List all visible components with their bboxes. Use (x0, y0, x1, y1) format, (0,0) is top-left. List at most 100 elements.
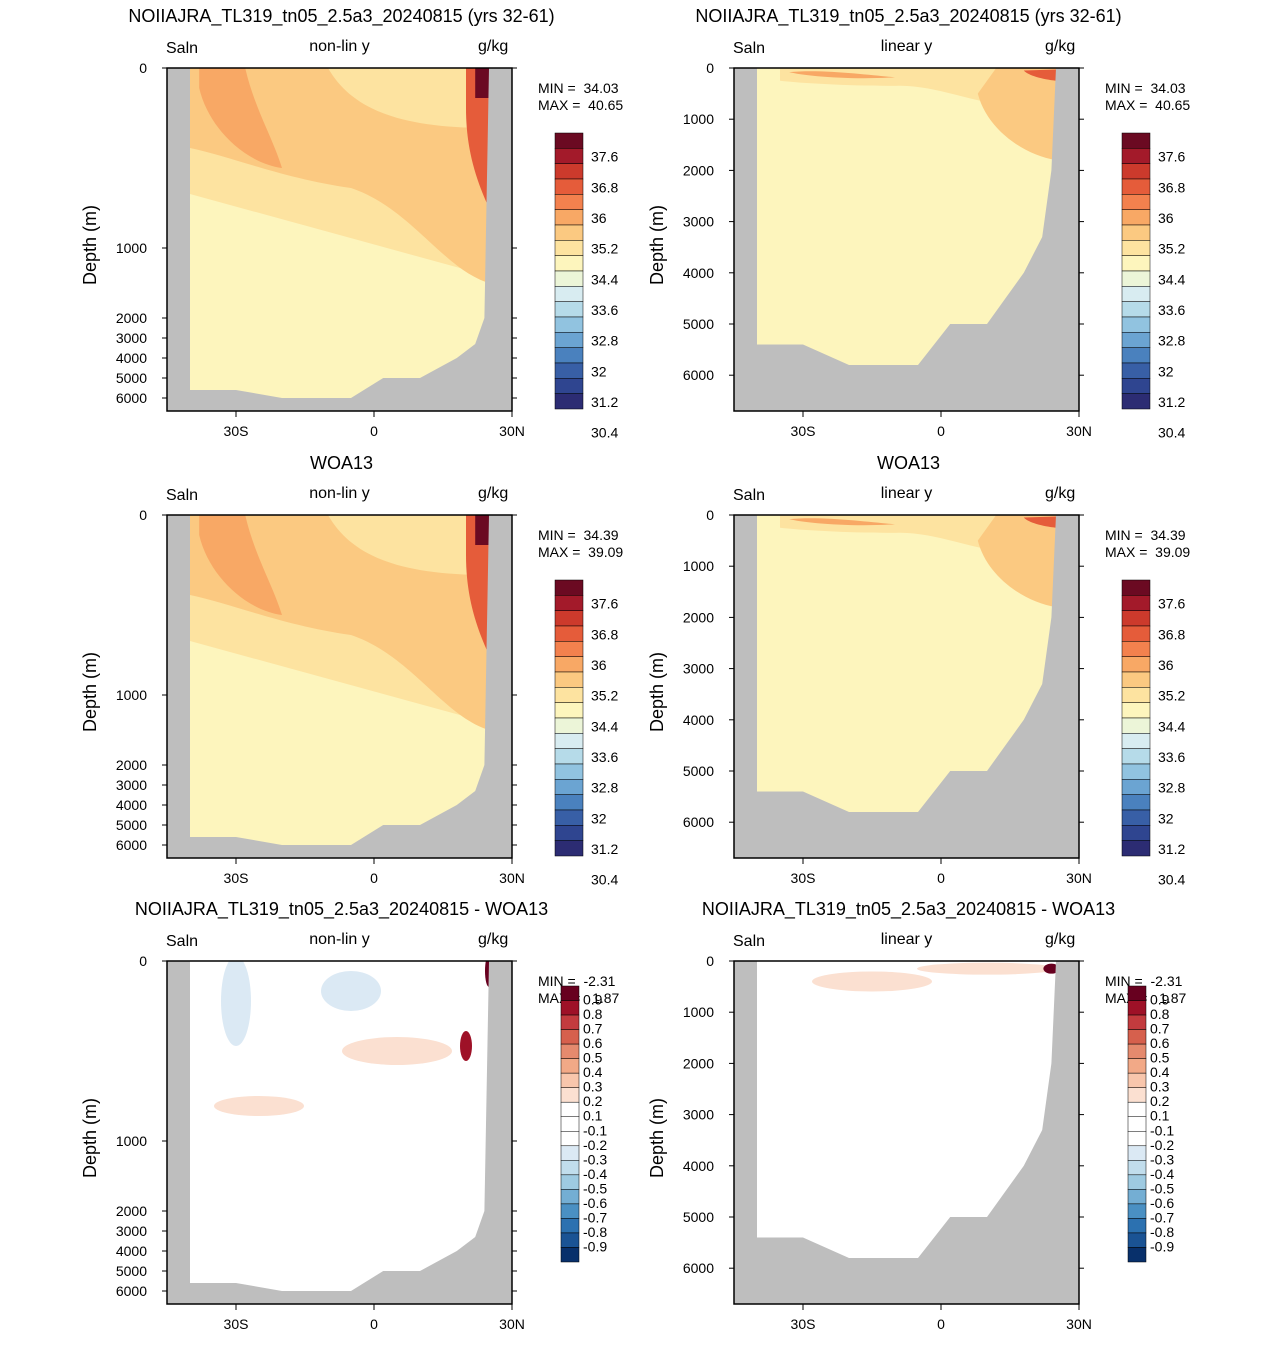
chart-svg: 0 1000 2000 3000 4000 5000 6000 30S 0 30N 37.6 36.8… (116, 507, 619, 888)
chart-panel-3: WOA13 Saln non-lin y g/kg Depth (m) MIN = 34.… (0, 447, 640, 892)
x-tick-label: 0 (370, 870, 378, 886)
field (734, 515, 1079, 858)
x-tick-label: 30S (224, 423, 249, 439)
colorbar-label: 32 (591, 363, 607, 379)
x-tick-label: 30S (224, 1316, 249, 1332)
colorbar-label: 37.6 (1158, 149, 1185, 165)
colorbar-label: 37.6 (591, 149, 618, 165)
y-tick-label: 4000 (683, 1158, 714, 1174)
colorbar-box (1121, 362, 1151, 379)
y-tick-label: 5000 (683, 1209, 714, 1225)
contour-band-1 (190, 515, 489, 730)
contour-band-2 (789, 518, 895, 526)
units-label: g/kg (1045, 485, 1076, 502)
y-tick-label: 1000 (116, 1133, 147, 1149)
colorbar-box (1121, 809, 1151, 826)
plot-area: 0 1000 2000 3000 4000 5000 6000 30S 0 30N (683, 60, 1092, 439)
y-tick-label: 5000 (683, 763, 714, 779)
y-tick-label: 0 (706, 507, 714, 523)
y-tick-label: 0 (706, 60, 714, 76)
x-tick-label: 30S (791, 870, 816, 886)
contour-band-1 (977, 68, 1056, 161)
chart-title: NOIIAJRA_TL319_tn05_2.5a3_20240815 - WOA… (134, 899, 549, 919)
colorbar-label: 35.2 (1158, 688, 1185, 704)
colorbar-label: 36.8 (591, 179, 618, 195)
colorbar-label: -0.4 (583, 1166, 607, 1182)
colorbar-label: 30.4 (1158, 425, 1185, 441)
colorbar-box (1121, 794, 1151, 811)
colorbar-label: 31.2 (1158, 394, 1185, 410)
x-tick-label: 30N (499, 870, 525, 886)
y-tick-label: 3000 (683, 1107, 714, 1123)
colorbar-box (1127, 985, 1147, 1001)
contour-band-2 (199, 515, 282, 615)
land-mask (167, 961, 512, 1304)
colorbar-box (1121, 163, 1151, 180)
colorbar-label: 0.1 (1150, 1108, 1170, 1124)
colorbar-box (1121, 378, 1151, 394)
colorbar-label: -0.8 (1150, 1224, 1174, 1240)
y-tick-label: 1000 (116, 687, 147, 703)
colorbar-box (554, 393, 584, 410)
saln-label: Saln (166, 40, 199, 57)
colorbar-box (1121, 316, 1151, 333)
colorbar-label: 0.5 (583, 1050, 603, 1066)
x-tick-label: 30N (1066, 1316, 1092, 1332)
colorbar-label: 36.8 (1158, 626, 1185, 642)
colorbar-box (1121, 625, 1151, 642)
min-value: MIN = 34.03 (538, 80, 619, 96)
colorbar-box (1127, 1058, 1147, 1074)
colorbar-box (1121, 255, 1151, 272)
x-tick-label: 30N (499, 1316, 525, 1332)
chart-panel-6: NOIIAJRA_TL319_tn05_2.5a3_20240815 - WOA… (567, 893, 1207, 1338)
plot-frame (166, 67, 513, 412)
colorbar-label: 36.8 (591, 626, 618, 642)
colorbar-label: 33.6 (591, 749, 618, 765)
chart-title: NOIIAJRA_TL319_tn05_2.5a3_20240815 (yrs … (695, 6, 1122, 26)
plot-type-label: non-lin y (309, 38, 370, 55)
colorbar-box (1127, 1247, 1147, 1263)
colorbar-box (1121, 194, 1151, 210)
colorbar-label: -0.6 (1150, 1195, 1174, 1211)
colorbar-label: 34.4 (1158, 271, 1185, 287)
colorbar-label: 0.7 (583, 1021, 603, 1037)
y-tick-label: 2000 (683, 609, 714, 625)
colorbar-label: -0.6 (583, 1195, 607, 1211)
colorbar-label: 0.9 (583, 992, 603, 1008)
colorbar-label: 34.4 (591, 271, 618, 287)
colorbar-box (1127, 1101, 1147, 1117)
colorbar-label: 0.1 (583, 1108, 603, 1124)
contour-band-3 (1023, 69, 1056, 81)
colorbar: 37.6 36.8 36 35.2 34.4 33.6 32.8 32 31.2 30.4 (554, 579, 618, 888)
colorbar-label: 0.3 (1150, 1079, 1170, 1095)
colorbar-label: 36 (1158, 210, 1174, 226)
colorbar-label: 32 (591, 810, 607, 826)
colorbar-label: 32 (1158, 363, 1174, 379)
colorbar-label: 32.8 (1158, 333, 1185, 349)
plot-area: 0 1000 2000 3000 4000 5000 6000 30S 0 30N (116, 953, 525, 1332)
chart-title: NOIIAJRA_TL319_tn05_2.5a3_20240815 (yrs … (128, 6, 555, 26)
y-tick-label: 1000 (683, 558, 714, 574)
chart-svg: 0 1000 2000 3000 4000 5000 6000 30S 0 30N 37.6 36.8… (116, 60, 619, 441)
y-tick-label: 3000 (116, 1223, 147, 1239)
colorbar-label: 33.6 (591, 302, 618, 318)
x-tick-label: 30N (1066, 423, 1092, 439)
units-label: g/kg (1045, 931, 1076, 948)
colorbar-box (1121, 148, 1151, 164)
units-label: g/kg (478, 485, 509, 502)
colorbar-box (1121, 579, 1151, 596)
colorbar-label: 33.6 (1158, 749, 1185, 765)
y-tick-label: 3000 (116, 777, 147, 793)
colorbar-box (1127, 1145, 1147, 1161)
contour-band-3 (1023, 516, 1056, 528)
colorbar-label: 0.2 (1150, 1093, 1170, 1109)
max-value: MAX = 39.09 (1105, 544, 1191, 560)
units-label: g/kg (478, 931, 509, 948)
colorbar-label: -0.5 (583, 1180, 607, 1196)
saln-label: Saln (166, 933, 199, 950)
units-label: g/kg (478, 38, 509, 55)
colorbar-box (1121, 393, 1151, 410)
colorbar: 37.6 36.8 36 35.2 34.4 33.6 32.8 32 31.2 30.4 (554, 132, 618, 441)
contour-band-3 (466, 68, 489, 208)
